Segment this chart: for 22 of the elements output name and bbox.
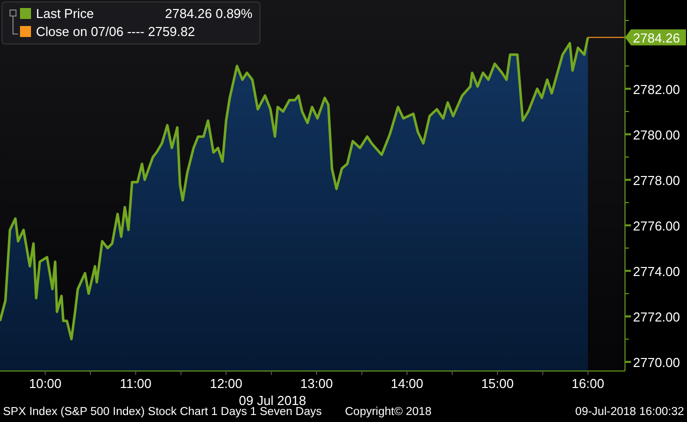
- y-tick-label: 2782.00: [633, 82, 680, 97]
- y-tick-label: 2772.00: [633, 309, 680, 324]
- x-tick-label: 14:00: [390, 376, 424, 391]
- x-tick-label: 12:00: [210, 376, 242, 391]
- x-tick-label: 11:00: [120, 376, 152, 391]
- ref-line-label: 2784.26: [633, 30, 680, 46]
- text: SPX Index (S&P 500 Index) Stock Chart 1 Days 1 Seven Days: [3, 406, 322, 418]
- x-tick-label: 16:00: [572, 376, 604, 391]
- text: Copyright© 2018: [345, 406, 432, 418]
- x-tick-label: 13:00: [300, 376, 333, 391]
- y-tick-label: 2776.00: [633, 218, 680, 234]
- text: 09-Jul-2018 16:00:32: [575, 406, 684, 418]
- annotation: Close on 07/06 ---- 2759.82: [36, 24, 195, 39]
- y-tick-label: 2780.00: [633, 127, 680, 142]
- y-tick-label: 2770.00: [633, 354, 680, 370]
- x-axis-title: 09 Jul 2018: [238, 393, 306, 408]
- x-tick-label: 10:00: [28, 376, 62, 391]
- y-tick-label: 2778.00: [633, 172, 680, 188]
- x-tick-label: 15:00: [481, 376, 514, 391]
- legend-label: Last Price: [36, 6, 94, 21]
- annotation: 2784.26 0.89%: [165, 6, 253, 21]
- y-tick-label: 2774.00: [633, 264, 680, 279]
